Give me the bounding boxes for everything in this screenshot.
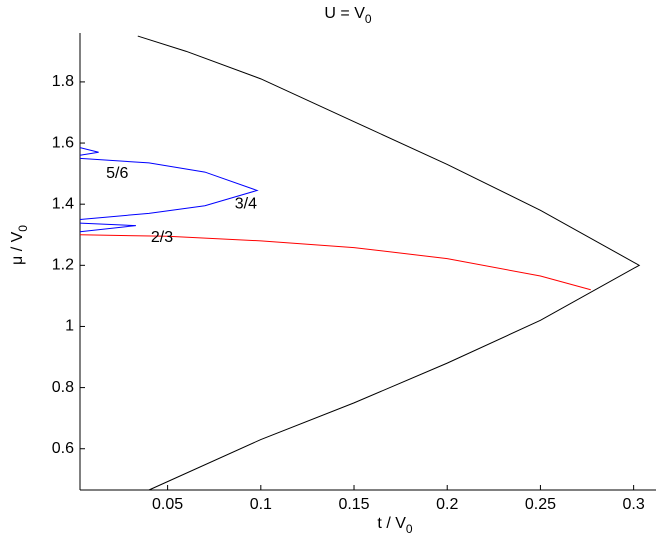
chart-title: U = V0 [324, 5, 371, 26]
x-axis-label: t / V0 [377, 515, 412, 536]
curve [79, 147, 259, 233]
curve [79, 234, 591, 291]
y-tick-label: 1.8 [52, 73, 74, 90]
y-tick-label: 1.6 [52, 134, 74, 151]
y-tick-label: 0.8 [52, 379, 74, 396]
annotation: 5/6 [106, 165, 128, 182]
x-tick-label: 0.25 [525, 496, 556, 513]
y-tick-label: 0.6 [52, 440, 74, 457]
x-tick-label: 0.3 [623, 496, 645, 513]
x-tick-label: 0.2 [436, 496, 458, 513]
curve [137, 35, 641, 491]
x-tick-label: 0.15 [338, 496, 369, 513]
x-tick-label: 0.05 [152, 496, 183, 513]
annotation: 2/3 [151, 229, 173, 246]
y-tick-label: 1.2 [52, 257, 74, 274]
y-axis-label: μ / V0 [9, 225, 30, 265]
x-tick-label: 0.1 [250, 496, 272, 513]
y-tick-label: 1.4 [52, 195, 74, 212]
y-tick-label: 1 [65, 318, 74, 335]
annotation: 3/4 [235, 195, 257, 212]
